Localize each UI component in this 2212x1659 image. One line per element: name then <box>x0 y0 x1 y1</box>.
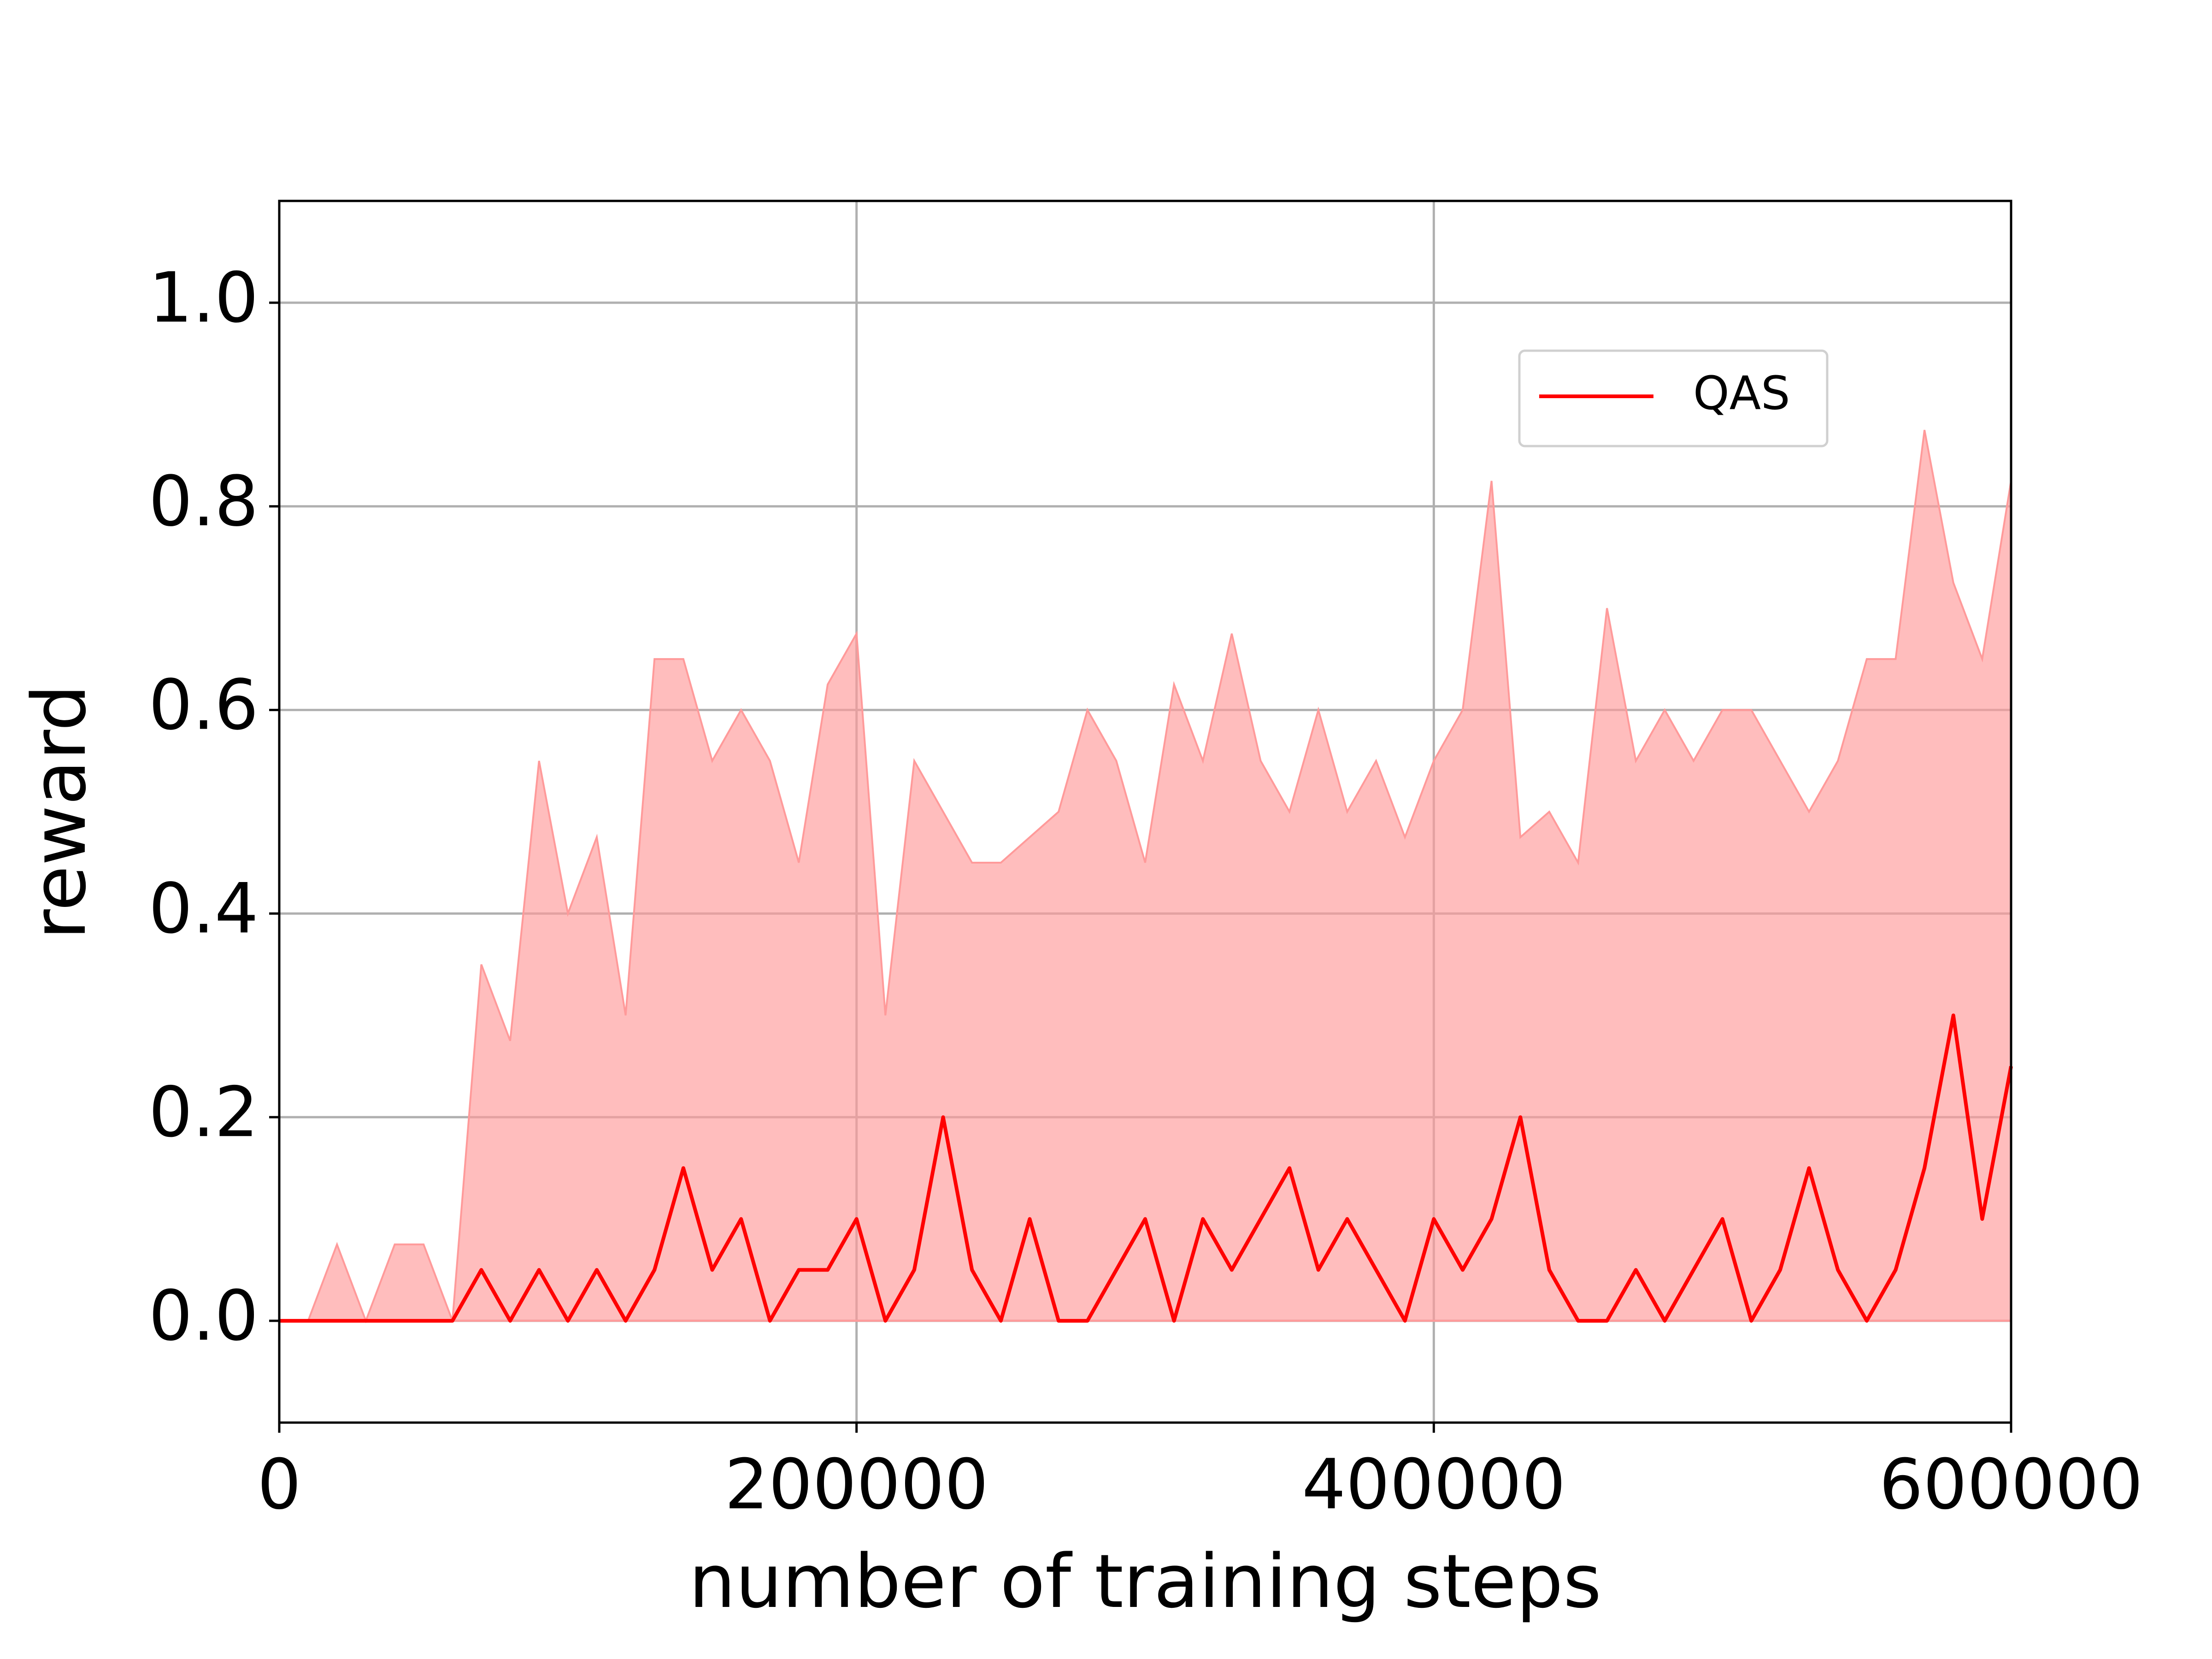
band <box>279 429 2012 1324</box>
x-tick-label: 400000 <box>1302 1445 1566 1525</box>
x-tick-label: 200000 <box>724 1445 988 1525</box>
y-tick-label: 0.0 <box>148 1276 259 1356</box>
x-tick-label: 0 <box>257 1445 301 1525</box>
legend-label: QAS <box>1693 366 1790 420</box>
x-tick-label: 600000 <box>1879 1445 2143 1525</box>
y-tick-label: 0.6 <box>148 665 259 746</box>
y-tick-label: 0.8 <box>148 462 259 542</box>
y-axis-label: reward <box>16 684 102 940</box>
plot-frame <box>278 200 2012 1424</box>
series-line <box>279 1013 2013 1323</box>
x-axis-label: number of training steps <box>689 1538 1602 1624</box>
y-tick-label: 1.0 <box>148 258 259 338</box>
y-tick-label: 0.2 <box>148 1072 259 1153</box>
legend-box <box>1518 349 1829 447</box>
y-tick-label: 0.4 <box>148 869 259 949</box>
